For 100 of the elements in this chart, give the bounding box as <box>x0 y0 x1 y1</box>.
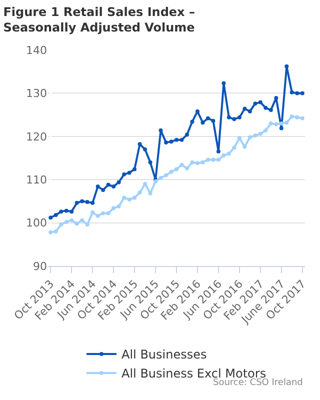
point <box>80 199 84 204</box>
point <box>90 200 95 205</box>
point <box>211 118 216 123</box>
point <box>70 210 74 214</box>
point <box>216 150 220 154</box>
point <box>74 222 79 226</box>
point <box>290 90 294 94</box>
point <box>101 211 106 216</box>
point <box>96 184 100 189</box>
point <box>148 160 152 164</box>
point <box>284 120 289 125</box>
point <box>206 116 210 120</box>
point <box>132 167 137 172</box>
point <box>64 208 68 213</box>
point <box>48 230 53 234</box>
point <box>143 147 148 152</box>
point <box>80 218 84 222</box>
point <box>268 121 273 126</box>
point <box>158 128 163 132</box>
point <box>112 206 116 210</box>
point <box>206 158 210 162</box>
point <box>300 116 304 120</box>
y-tick-label: 120 <box>26 130 47 144</box>
point <box>248 135 252 140</box>
point <box>211 158 216 162</box>
point <box>164 140 168 144</box>
point <box>295 115 300 120</box>
point <box>232 117 236 122</box>
point <box>174 167 178 172</box>
point <box>59 210 64 214</box>
point <box>300 91 304 96</box>
y-tick-label: 140 <box>26 44 47 57</box>
point <box>190 160 194 164</box>
point <box>54 213 58 218</box>
point <box>122 196 126 200</box>
point <box>226 115 231 120</box>
point <box>90 210 95 214</box>
point <box>237 115 242 120</box>
chart-title: Figure 1 Retail Sales Index – Seasonally Adjusted Volume <box>3 5 195 35</box>
point <box>258 132 262 136</box>
point <box>59 222 64 227</box>
point <box>169 170 174 174</box>
y-tick-label: 110 <box>26 173 47 186</box>
point <box>164 173 168 178</box>
point <box>248 109 252 114</box>
y-tick-label: 130 <box>26 87 47 100</box>
point <box>127 197 132 202</box>
point <box>258 100 262 104</box>
point <box>274 96 278 100</box>
point <box>138 190 142 195</box>
point <box>132 196 137 200</box>
y-tick-label: 90 <box>33 260 47 273</box>
point <box>184 132 189 137</box>
point <box>253 102 258 106</box>
point <box>116 180 121 184</box>
point <box>226 152 231 156</box>
point <box>48 216 53 220</box>
point <box>116 204 121 208</box>
point <box>85 200 90 204</box>
point <box>180 138 184 142</box>
point <box>200 120 205 125</box>
point <box>70 218 74 222</box>
point <box>138 142 142 146</box>
point <box>106 211 110 216</box>
point <box>242 106 247 111</box>
point <box>295 91 300 96</box>
point <box>195 109 200 114</box>
point <box>64 220 68 224</box>
point <box>200 160 205 164</box>
point <box>74 200 79 205</box>
point <box>264 128 268 132</box>
point <box>184 166 189 170</box>
legend-label: All Businesses <box>122 348 207 362</box>
point <box>232 146 236 150</box>
point <box>127 170 132 175</box>
point <box>279 121 284 126</box>
point <box>290 114 294 119</box>
point <box>112 184 116 189</box>
point <box>284 64 289 68</box>
point <box>253 134 258 138</box>
y-tick-label: 100 <box>26 216 47 230</box>
point <box>222 153 226 158</box>
source-note: Source: CSO Ireland <box>213 378 303 388</box>
point <box>195 161 200 166</box>
point <box>96 214 100 218</box>
point <box>279 126 284 130</box>
point <box>222 81 226 86</box>
point <box>264 106 268 110</box>
point <box>190 120 194 124</box>
point <box>106 182 110 187</box>
point <box>174 138 178 142</box>
point <box>101 188 106 192</box>
point <box>54 229 58 234</box>
point <box>180 162 184 167</box>
point <box>158 176 163 180</box>
point <box>216 158 220 162</box>
point <box>122 172 126 176</box>
point <box>274 122 278 126</box>
point <box>268 108 273 112</box>
point <box>169 140 174 144</box>
